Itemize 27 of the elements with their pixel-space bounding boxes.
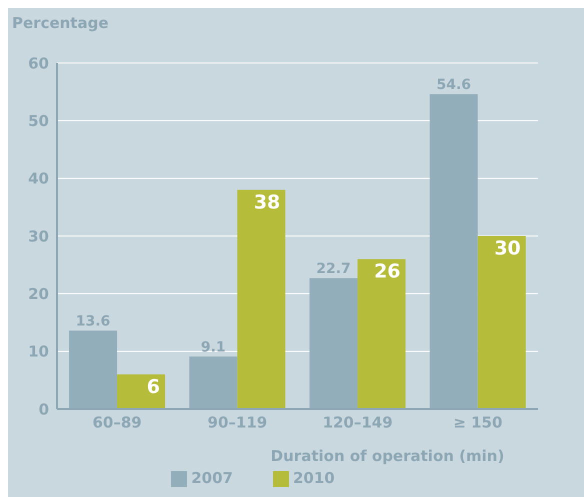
bar (117, 374, 166, 409)
bar (237, 190, 286, 409)
y-tick-label: 50 (28, 112, 49, 130)
bar (358, 259, 406, 409)
legend-label: 2010 (293, 469, 335, 487)
data-label: 9.1 (200, 340, 226, 356)
y-tick-label: 60 (28, 54, 49, 72)
data-label: 54.6 (436, 77, 472, 94)
y-axis-title: Percentage (12, 14, 109, 32)
data-label: 30 (494, 237, 521, 260)
x-tick-label: 120–149 (322, 414, 393, 432)
y-tick-label: 40 (28, 170, 49, 188)
x-tick-label: 90–119 (208, 414, 268, 432)
x-tick-label: ≥ 150 (453, 414, 502, 432)
y-tick-label: 20 (28, 284, 49, 303)
y-tick-label: 0 (38, 400, 49, 418)
data-label: 6 (146, 376, 160, 398)
y-tick-label: 30 (28, 227, 49, 246)
data-label: 13.6 (76, 314, 110, 330)
legend-label: 2007 (191, 469, 233, 487)
x-axis-title: Duration of operation (min) (270, 447, 504, 465)
bar (478, 236, 526, 409)
y-tick-label: 10 (28, 342, 49, 361)
data-label: 26 (374, 260, 401, 283)
x-tick-label: 60–89 (92, 414, 142, 432)
data-label: 22.7 (316, 261, 351, 278)
data-label: 38 (254, 191, 280, 214)
